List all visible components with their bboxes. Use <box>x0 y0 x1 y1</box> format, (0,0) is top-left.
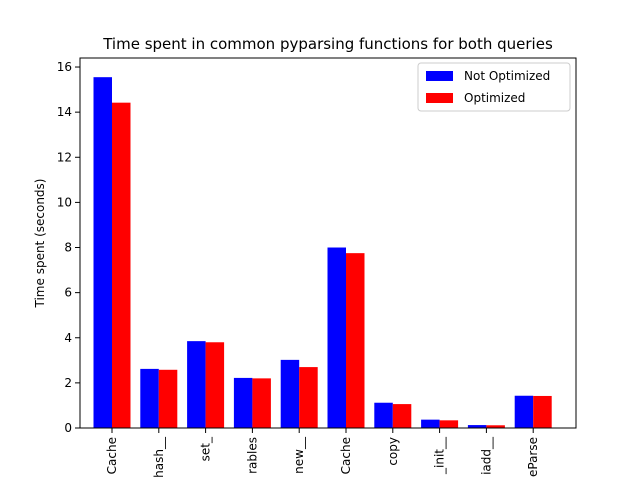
bar-optimized-1 <box>158 369 178 428</box>
bar-not-optimized-3 <box>233 377 253 428</box>
x-tick-label: set_ <box>199 436 213 461</box>
bar-optimized-6 <box>392 404 412 428</box>
y-axis: 0 2 4 6 8 10 12 14 16 <box>57 60 80 435</box>
x-tick-label: Cache <box>339 437 353 474</box>
bar-optimized-9 <box>533 395 552 428</box>
y-tick-label: 2 <box>64 376 72 390</box>
y-tick-label: 6 <box>64 286 72 300</box>
bar-not-optimized-1 <box>140 368 159 428</box>
x-axis: Cache hash__ set_ rables new__ Cache copy _init… <box>105 428 540 478</box>
y-tick-label: 0 <box>64 421 72 435</box>
legend-label: Optimized <box>464 91 525 105</box>
x-tick-label: copy <box>386 437 400 466</box>
x-tick-label: hash__ <box>152 436 166 478</box>
x-tick-label: new__ <box>292 436 306 474</box>
x-tick-label: rables <box>245 437 259 474</box>
legend-label: Not Optimized <box>464 69 550 83</box>
x-tick-label: eParse <box>526 437 540 477</box>
bar-not-optimized-0 <box>93 77 112 429</box>
y-tick-label: 16 <box>57 60 72 74</box>
x-tick-label: iadd__ <box>479 436 493 475</box>
bar-not-optimized-4 <box>280 359 300 428</box>
y-axis-label: Time spent (seconds) <box>33 179 47 309</box>
bars-group <box>93 77 552 429</box>
bar-optimized-4 <box>299 367 318 428</box>
x-tick-label: _init__ <box>433 436 447 475</box>
y-tick-label: 4 <box>64 331 72 345</box>
bar-optimized-7 <box>439 420 459 428</box>
plot-frame <box>79 57 577 429</box>
bar-optimized-0 <box>112 102 131 429</box>
y-tick-label: 12 <box>57 150 72 164</box>
bar-not-optimized-9 <box>514 395 534 428</box>
bar-not-optimized-5 <box>327 247 346 428</box>
bar-not-optimized-8 <box>467 425 487 428</box>
x-tick-label: Cache <box>105 437 119 474</box>
bar-optimized-2 <box>205 342 225 428</box>
y-tick-label: 8 <box>64 241 72 255</box>
y-tick-label: 14 <box>57 105 72 119</box>
y-tick-label: 10 <box>57 195 72 209</box>
bar-optimized-5 <box>346 253 365 428</box>
bar-not-optimized-6 <box>374 402 393 428</box>
legend-swatch <box>426 93 453 103</box>
chart-title: Time spent in common pyparsing functions… <box>102 35 553 53</box>
bar-optimized-3 <box>252 378 271 428</box>
legend-frame <box>417 62 571 112</box>
legend-swatch <box>426 71 453 81</box>
bar-optimized-8 <box>486 425 505 428</box>
legend: Not Optimized Optimized <box>417 62 571 112</box>
bar-not-optimized-2 <box>187 341 206 428</box>
bar-not-optimized-7 <box>421 419 440 428</box>
